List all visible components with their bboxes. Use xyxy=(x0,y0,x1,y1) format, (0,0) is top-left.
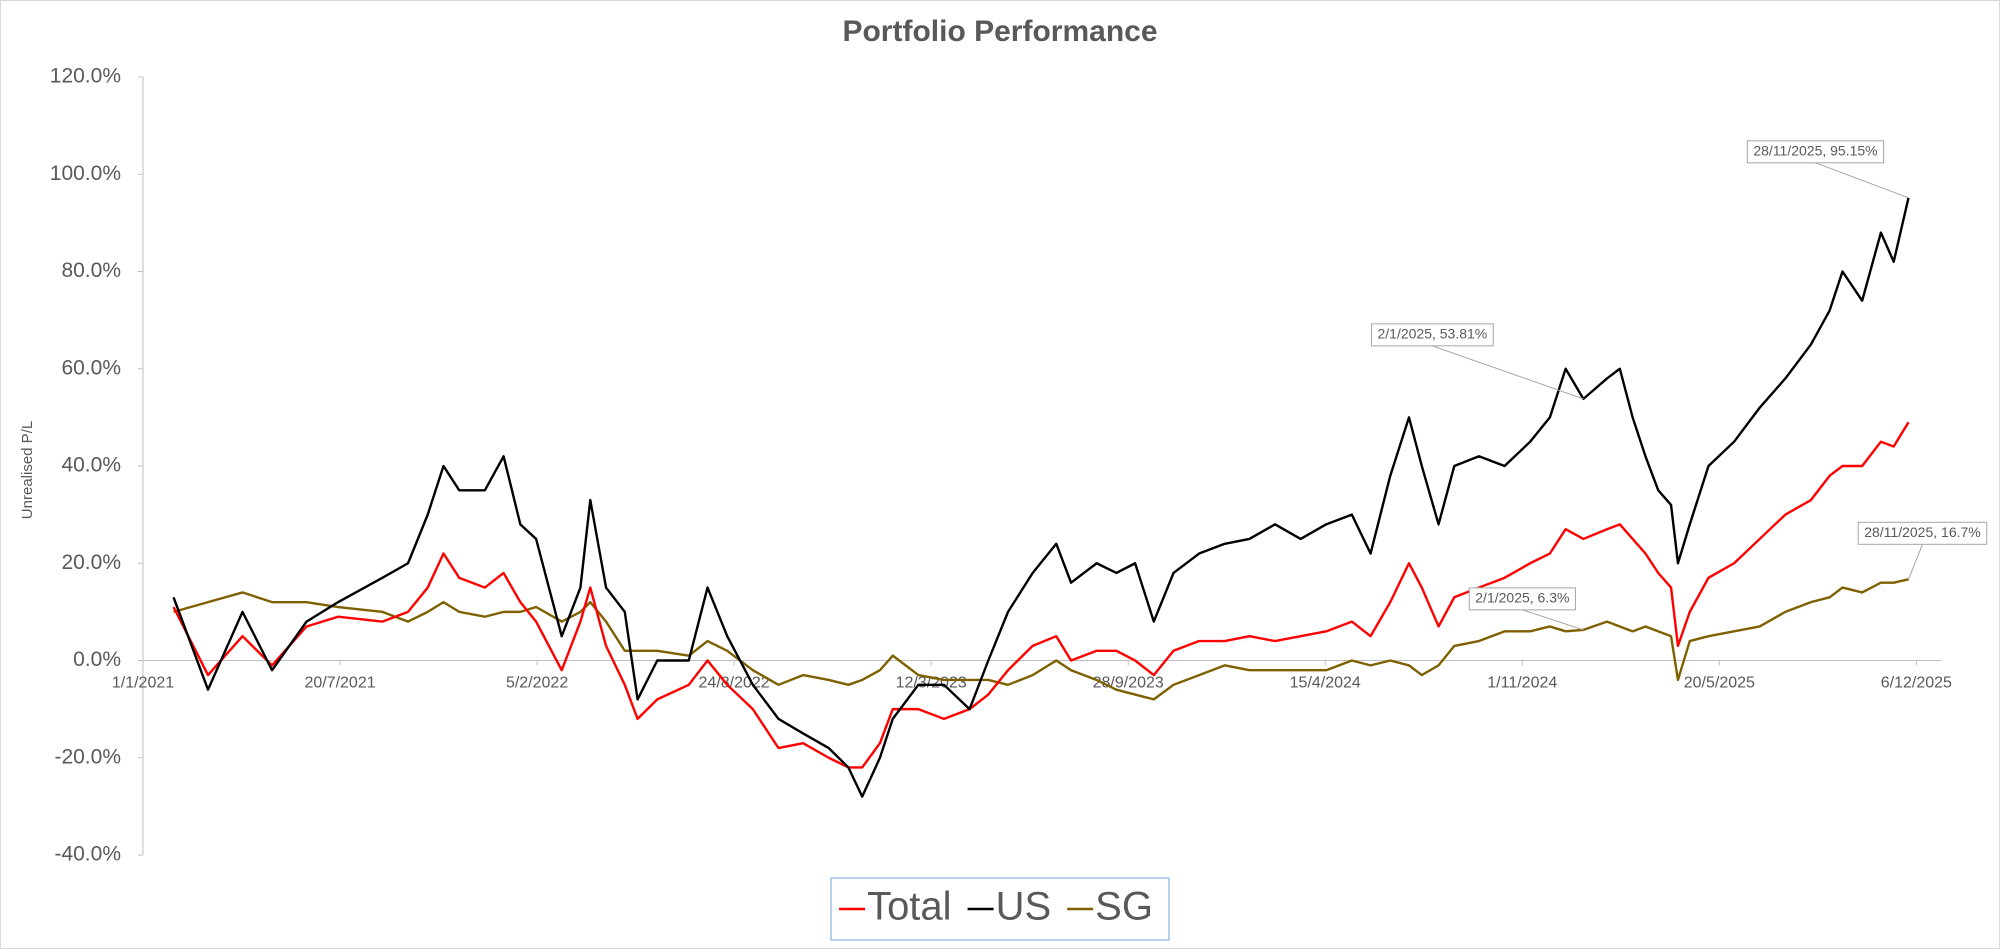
annotation-label: 28/11/2025, 95.15% xyxy=(1753,143,1877,159)
x-tick-label: 15/4/2024 xyxy=(1290,675,1361,692)
annotation-box xyxy=(1370,323,1494,347)
x-tick-label: 20/7/2021 xyxy=(304,675,375,692)
annotation: 2/1/2025, 6.3% xyxy=(1468,587,1584,631)
legend-label: Total xyxy=(867,885,952,929)
y-tick-label: 80.0% xyxy=(61,259,121,282)
y-tick-label: -40.0% xyxy=(54,843,121,866)
annotation-leader xyxy=(1432,345,1584,400)
x-tick-label: 5/2/2022 xyxy=(506,675,568,692)
x-tick-label: 24/8/2022 xyxy=(699,675,770,692)
annotation-box xyxy=(1746,140,1885,164)
x-tick-label: 1/11/2024 xyxy=(1487,675,1557,692)
series-line xyxy=(172,197,1910,798)
annotation-leader xyxy=(1815,162,1909,199)
legend-label: US xyxy=(996,885,1052,929)
series-line xyxy=(173,578,1909,701)
legend-box xyxy=(830,877,1170,941)
annotation-leader xyxy=(1522,609,1584,631)
y-axis-title: Unrealised P/L xyxy=(19,421,36,519)
x-tick-label: 1/1/2021 xyxy=(112,675,174,692)
x-tick-label: 20/5/2025 xyxy=(1684,675,1755,692)
annotation-box xyxy=(1468,587,1576,611)
annotation: 28/11/2025, 95.15% xyxy=(1746,140,1909,199)
annotation: 28/11/2025, 16.7% xyxy=(1857,521,1988,580)
annotation-label: 2/1/2025, 6.3% xyxy=(1475,590,1569,606)
legend-label: SG xyxy=(1095,885,1153,929)
y-tick-label: 0.0% xyxy=(73,648,121,671)
y-tick-label: -20.0% xyxy=(54,745,121,768)
annotation-label: 2/1/2025, 53.81% xyxy=(1377,326,1487,342)
y-tick-label: 40.0% xyxy=(61,454,121,477)
legend: Total US SG xyxy=(830,877,1170,941)
annotation-label: 28/11/2025, 16.7% xyxy=(1864,524,1981,540)
series-line xyxy=(172,421,1910,769)
y-tick-label: 20.0% xyxy=(61,551,121,574)
y-tick-label: 100.0% xyxy=(50,162,121,185)
annotation: 2/1/2025, 53.81% xyxy=(1370,323,1584,400)
annotation-leader xyxy=(1908,544,1923,580)
x-tick-label: 6/12/2025 xyxy=(1881,675,1952,692)
y-tick-label: 60.0% xyxy=(61,356,121,379)
annotation-box xyxy=(1857,521,1988,545)
y-tick-label: 120.0% xyxy=(50,65,121,88)
chart-title: Portfolio Performance xyxy=(842,15,1157,48)
